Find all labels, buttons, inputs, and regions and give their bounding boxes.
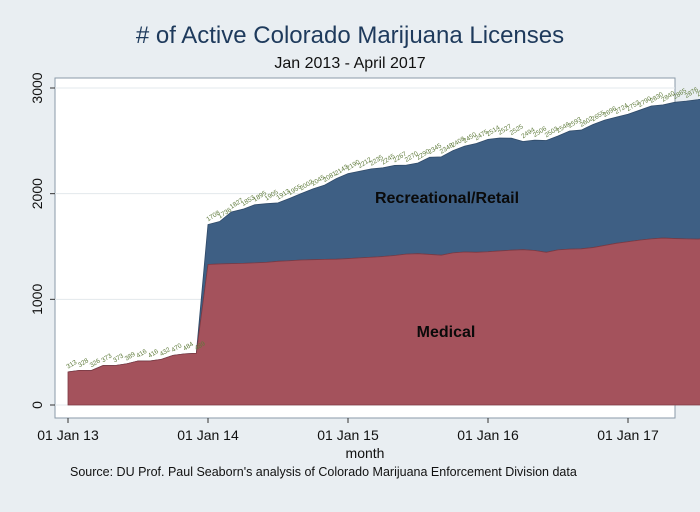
- x-axis-title: month: [346, 445, 385, 461]
- x-tick-label: 01 Jan 14: [177, 427, 239, 443]
- total-label: 416: [147, 348, 160, 360]
- total-label: 470: [170, 342, 183, 354]
- y-tick-label: 2000: [29, 178, 45, 209]
- y-tick-label: 1000: [29, 284, 45, 315]
- x-tick-label: 01 Jan 13: [37, 427, 99, 443]
- source-note: Source: DU Prof. Paul Seaborn's analysis…: [70, 465, 577, 479]
- y-tick-label: 0: [29, 401, 45, 409]
- total-label: 313: [65, 359, 78, 371]
- total-label: 2890: [695, 85, 700, 99]
- medical-area-label: Medical: [417, 324, 476, 341]
- chart-title: # of Active Colorado Marijuana Licenses: [135, 22, 565, 49]
- total-label: 389: [124, 351, 137, 363]
- chart-subtitle: Jan 2013 - April 2017: [274, 55, 426, 72]
- total-label: 432: [159, 346, 172, 358]
- recreational-area-label: Recreational/Retail: [375, 190, 519, 207]
- total-label: 484: [182, 341, 195, 353]
- medical-area: [67, 237, 700, 406]
- x-tick-label: 01 Jan 17: [597, 427, 659, 443]
- total-label: 326: [89, 357, 102, 369]
- total-label: 328: [77, 357, 90, 369]
- total-label: 373: [112, 352, 125, 364]
- x-tick-label: 01 Jan 16: [457, 427, 519, 443]
- total-label: 489: [194, 340, 207, 352]
- total-label: 373: [100, 352, 113, 364]
- total-label: 416: [135, 348, 148, 360]
- y-tick-label: 3000: [29, 72, 45, 103]
- x-tick-label: 01 Jan 15: [317, 427, 379, 443]
